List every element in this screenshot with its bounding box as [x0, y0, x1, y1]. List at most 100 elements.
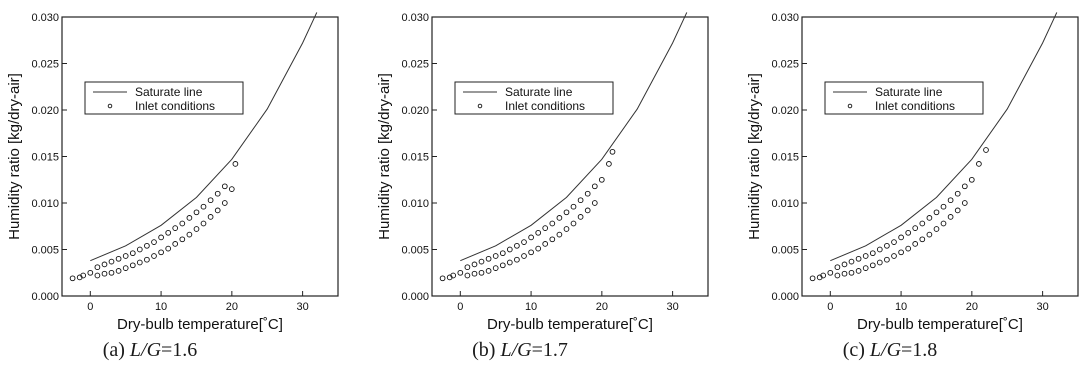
- inlet-condition-point: [905, 229, 912, 236]
- inlet-condition-point: [869, 250, 876, 257]
- inlet-condition-point: [101, 270, 108, 277]
- inlet-condition-point: [499, 262, 506, 269]
- caption-variable: L/G: [869, 339, 902, 361]
- inlet-condition-point: [221, 183, 228, 190]
- inlet-condition-point: [869, 262, 876, 269]
- inlet-condition-point: [69, 275, 76, 282]
- caption-value: =1.6: [161, 339, 198, 361]
- caption-variable: L/G: [129, 339, 162, 361]
- inlet-condition-point: [521, 253, 527, 259]
- inlet-condition-point: [136, 259, 143, 266]
- inlet-condition-point: [848, 269, 855, 276]
- inlet-condition-point: [947, 197, 954, 204]
- y-tick-label: 0.015: [31, 152, 59, 164]
- legend-marker-swatch: [107, 103, 113, 109]
- inlet-condition-point: [876, 246, 883, 253]
- inlet-condition-point: [609, 148, 616, 155]
- y-tick-label: 0.000: [401, 291, 429, 303]
- inlet-condition-point: [200, 203, 207, 210]
- inlet-condition-point: [485, 268, 492, 274]
- inlet-condition-point: [492, 253, 499, 259]
- inlet-condition-point: [87, 269, 94, 276]
- inlet-condition-point: [940, 220, 947, 227]
- inlet-condition-point: [151, 239, 157, 245]
- inlet-condition-point: [514, 242, 520, 249]
- y-axis-label: Humidity ratio [kg/dry-air]: [6, 73, 23, 240]
- inlet-condition-point: [919, 236, 926, 243]
- caption-prefix: (c): [842, 339, 865, 361]
- y-tick-label: 0.005: [31, 245, 59, 257]
- y-tick-label: 0.020: [401, 105, 429, 117]
- inlet-condition-point: [214, 190, 221, 197]
- inlet-condition-point: [228, 186, 235, 192]
- x-tick-label: 30: [1036, 301, 1048, 313]
- saturate-line: [830, 12, 1058, 262]
- inlet-condition-point: [898, 249, 904, 256]
- x-tick-label: 0: [87, 301, 93, 313]
- inlet-condition-point: [876, 259, 883, 266]
- inlet-condition-point: [598, 176, 605, 183]
- inlet-condition-point: [528, 249, 534, 256]
- inlet-condition-point: [834, 272, 841, 279]
- inlet-condition-point: [926, 215, 933, 221]
- inlet-condition-point: [570, 203, 577, 210]
- x-axis-label: Dry-bulb temperature[˚C]: [487, 316, 653, 333]
- y-axis-label: Humidity ratio [kg/dry-air]: [376, 73, 393, 240]
- inlet-condition-point: [834, 264, 841, 271]
- inlet-condition-point: [528, 234, 534, 241]
- legend-box: [84, 81, 244, 115]
- inlet-condition-point: [905, 245, 912, 252]
- y-tick-label: 0.005: [401, 245, 429, 257]
- x-tick-label: 10: [895, 301, 907, 313]
- inlet-condition-point: [499, 250, 506, 257]
- inlet-condition-point: [221, 200, 228, 206]
- inlet-condition-point: [862, 265, 869, 271]
- inlet-condition-point: [193, 209, 200, 216]
- inlet-condition-point: [862, 253, 869, 259]
- plot-frame: [801, 16, 1079, 297]
- inlet-condition-point: [841, 261, 848, 268]
- x-tick-label: 20: [226, 301, 238, 313]
- y-tick-label: 0.005: [771, 245, 799, 257]
- caption-value: =1.8: [901, 339, 938, 361]
- inlet-condition-point: [891, 253, 897, 259]
- inlet-condition-point: [954, 207, 961, 214]
- inlet-condition-point: [577, 214, 584, 220]
- inlet-condition-point: [179, 220, 186, 227]
- y-tick-label: 0.010: [771, 198, 799, 210]
- inlet-condition-point: [820, 272, 827, 279]
- inlet-condition-point: [884, 242, 890, 249]
- inlet-condition-point: [165, 229, 172, 236]
- x-tick-label: 20: [596, 301, 608, 313]
- inlet-condition-point: [912, 241, 919, 247]
- chart-panel-0: 0.000 0.005 0.010 0.015 0.020 0.025 0.030 0 10 20…: [6, 12, 339, 333]
- inlet-condition-point: [556, 215, 563, 221]
- inlet-condition-point: [464, 272, 471, 279]
- caption-prefix: (b): [472, 339, 496, 361]
- legend-entry-saturate-line: Saturate line: [875, 85, 943, 99]
- inlet-condition-point: [471, 270, 478, 277]
- inlet-condition-point: [556, 231, 563, 238]
- y-tick-label: 0.030: [401, 12, 429, 24]
- y-tick-label: 0.000: [771, 291, 799, 303]
- x-tick-label: 0: [827, 301, 833, 313]
- legend-entry-inlet-conditions: Inlet conditions: [505, 99, 585, 113]
- inlet-condition-point: [827, 269, 834, 276]
- y-tick-label: 0.025: [771, 59, 799, 71]
- inlet-condition-point: [898, 234, 904, 241]
- inlet-condition-point: [94, 272, 101, 279]
- inlet-condition-point: [983, 147, 989, 153]
- caption-value: =1.7: [531, 339, 568, 361]
- inlet-condition-point: [108, 258, 115, 265]
- inlet-condition-point: [158, 249, 164, 256]
- caption-a: (a) L/G=1.6: [0, 339, 300, 362]
- y-tick-label: 0.030: [771, 12, 799, 24]
- inlet-condition-point: [570, 220, 577, 227]
- x-tick-label: 20: [966, 301, 978, 313]
- inlet-condition-point: [968, 176, 975, 183]
- legend-marker-swatch: [477, 103, 483, 109]
- saturate-line: [460, 12, 688, 262]
- inlet-condition-point: [521, 239, 527, 245]
- y-tick-label: 0.015: [401, 152, 429, 164]
